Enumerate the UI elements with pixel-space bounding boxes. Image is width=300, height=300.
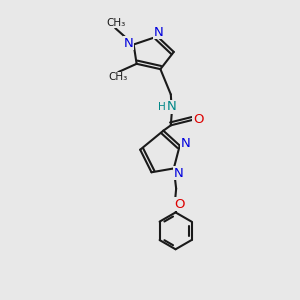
Text: N: N — [124, 37, 134, 50]
Text: CH₃: CH₃ — [109, 73, 128, 82]
Text: O: O — [175, 198, 185, 211]
Text: N: N — [173, 167, 183, 180]
Text: CH₃: CH₃ — [107, 18, 126, 28]
Text: N: N — [154, 26, 164, 39]
Text: N: N — [167, 100, 177, 113]
Text: N: N — [181, 137, 190, 150]
Text: O: O — [193, 113, 203, 126]
Text: H: H — [158, 102, 166, 112]
